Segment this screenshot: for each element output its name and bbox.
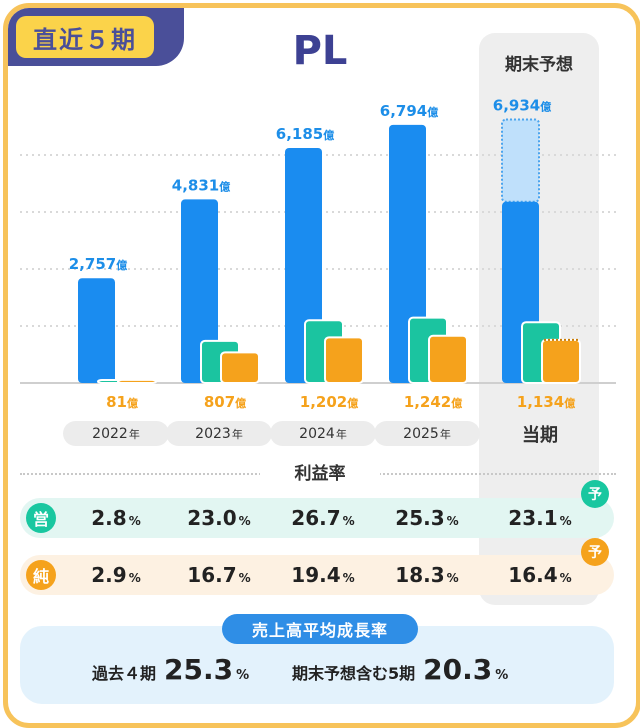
net-label-2: 1,202億 (300, 393, 358, 411)
net-forecast-mark: 予 (581, 538, 609, 566)
net-margin-value-2: 19.4% (291, 563, 355, 587)
growth-forecast: 期末予想含む5期 20.3% (292, 653, 508, 686)
net-bar-4 (541, 338, 581, 384)
growth-past-label: 過去４期 (92, 664, 157, 683)
chart-title: PL (292, 28, 348, 74)
margin-title: 利益率 (260, 460, 380, 488)
operating-margin-value-1: 23.0% (187, 506, 251, 530)
growth-past-value: 25.3% (164, 653, 250, 686)
growth-past: 過去４期 25.3% (92, 653, 249, 686)
year-label-1: 2023 年 (166, 421, 272, 446)
net-margin-value-3: 18.3% (395, 563, 459, 587)
net-label-0: 81億 (106, 393, 138, 411)
year-label-3: 2025 年 (374, 421, 480, 446)
operating-margin-value-0: 2.8% (91, 506, 141, 530)
chart-bars (78, 118, 581, 385)
revenue-label-4: 6,934億 (493, 97, 551, 115)
growth-forecast-label: 期末予想含む5期 (292, 664, 416, 683)
period-tag: 直近５期 (8, 8, 184, 66)
year-label-2: 2024 年 (270, 421, 376, 446)
revenue-bar-0 (78, 278, 115, 383)
net-margin-value-4: 16.4% (508, 563, 572, 587)
net-bar-0 (117, 378, 157, 384)
operating-margin-value-4: 23.1% (508, 506, 572, 530)
net-bar-3 (428, 334, 468, 384)
net-badge: 純 (26, 560, 56, 590)
period-tag-label: 直近５期 (16, 16, 154, 58)
year-label-0: 2022 年 (63, 421, 169, 446)
revenue-label-3: 6,794億 (380, 102, 438, 120)
net-margin-value-1: 16.7% (187, 563, 251, 587)
revenue-label-1: 4,831億 (172, 176, 230, 194)
revenue-bar-1 (181, 199, 218, 383)
net-bar-2 (324, 336, 364, 385)
net-label-3: 1,242億 (404, 393, 462, 411)
operating-forecast-mark: 予 (581, 480, 609, 508)
net-label-4: 1,134億 (517, 393, 575, 411)
net-label-1: 807億 (204, 393, 246, 411)
net-bar-1 (220, 351, 260, 385)
net-margin-row: 純 2.9% 16.7% 19.4% 18.3% 16.4% (20, 555, 614, 595)
revenue-label-0: 2,757億 (69, 255, 127, 273)
operating-margin-value-3: 25.3% (395, 506, 459, 530)
revenue-label-2: 6,185億 (276, 125, 334, 143)
growth-forecast-value: 20.3% (423, 653, 509, 686)
operating-margin-value-2: 26.7% (291, 506, 355, 530)
chart-value-labels: 2,757億 81億 4,831億 807億 6,185億 1,202億 6,794億 1,2… (69, 97, 575, 411)
operating-badge: 営 (26, 503, 56, 533)
forecast-column-title: 期末予想 (505, 55, 573, 75)
year-label-4: 当期 (522, 424, 558, 446)
net-margin-value-0: 2.9% (91, 563, 141, 587)
growth-title: 売上高平均成長率 (222, 614, 418, 644)
operating-margin-row: 営 2.8% 23.0% 26.7% 25.3% 23.1% (20, 498, 614, 538)
revenue-bar-forecast-portion (501, 118, 540, 203)
